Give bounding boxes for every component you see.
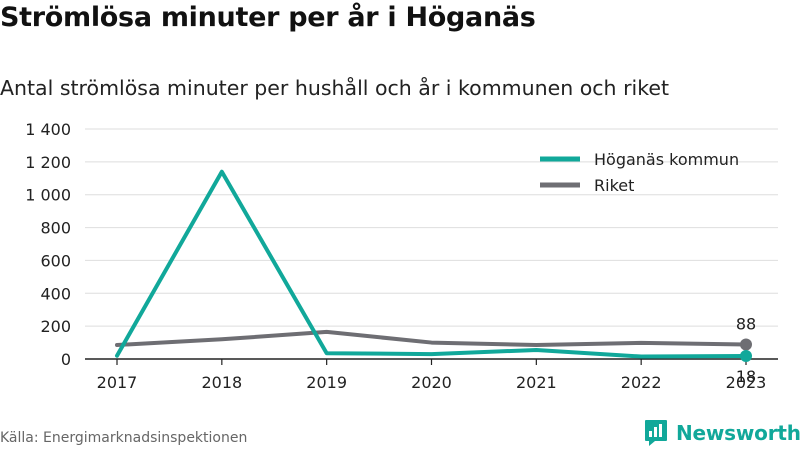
x-axis-ticks: 2017 2018 2019 2020 2021 2022 2023 xyxy=(97,359,767,392)
x-tick-label: 2023 xyxy=(726,373,767,392)
source-note: Källa: Energimarknadsinspektionen xyxy=(0,430,248,446)
x-tick-label: 2022 xyxy=(621,373,662,392)
grid-lines xyxy=(85,128,778,360)
y-axis-ticks: 0 200 400 600 800 1 000 1 200 1 400 xyxy=(25,120,71,369)
x-tick-label: 2018 xyxy=(201,373,242,392)
newsworthy-logo-icon xyxy=(645,420,667,446)
brand-name: Newsworthy xyxy=(676,421,800,445)
chart-subtitle: Antal strömlösa minuter per hushåll och … xyxy=(0,76,669,100)
y-tick-label: 800 xyxy=(40,219,71,238)
legend: Höganäs kommun Riket xyxy=(540,150,739,195)
hoganas-end-label: 18 xyxy=(736,367,756,386)
series-lines: 88 18 xyxy=(115,169,756,386)
legend-label: Riket xyxy=(594,176,634,195)
brand-logo: Newsworthy xyxy=(644,419,800,447)
series-end-point xyxy=(740,350,752,363)
x-tick-label: 2021 xyxy=(516,373,557,392)
series-end-point xyxy=(740,338,752,351)
y-tick-label: 200 xyxy=(40,317,71,336)
y-tick-label: 1 200 xyxy=(25,153,71,172)
y-tick-label: 0 xyxy=(61,350,71,369)
x-tick-label: 2019 xyxy=(306,373,347,392)
x-tick-label: 2017 xyxy=(97,373,138,392)
x-tick-label: 2020 xyxy=(411,373,452,392)
y-tick-label: 1 000 xyxy=(25,186,71,205)
series-line-riket xyxy=(115,329,748,348)
chart-title: Strömlösa minuter per år i Höganäs xyxy=(0,2,536,33)
y-tick-label: 600 xyxy=(40,251,71,270)
legend-label: Höganäs kommun xyxy=(594,150,739,169)
y-tick-label: 1 400 xyxy=(25,120,71,139)
riket-end-label: 88 xyxy=(736,315,756,334)
series-line-hoganas xyxy=(115,169,748,359)
y-tick-label: 400 xyxy=(40,284,71,303)
